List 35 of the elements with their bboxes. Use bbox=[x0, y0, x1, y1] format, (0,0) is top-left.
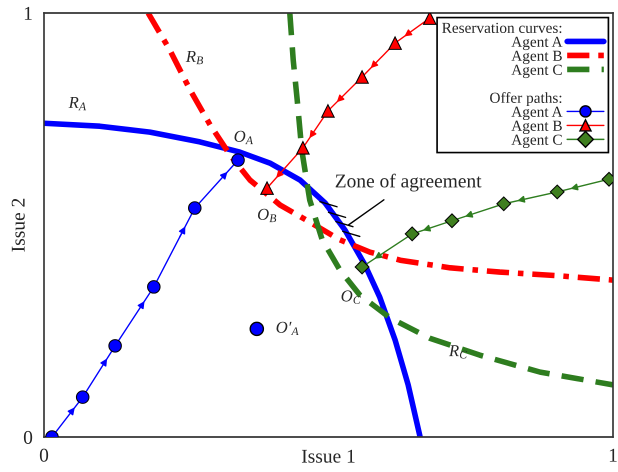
y-axis-title: Issue 2 bbox=[12, 198, 25, 252]
point bbox=[321, 104, 335, 118]
point bbox=[250, 322, 264, 336]
annotation: Zone of agreement bbox=[336, 174, 482, 192]
legend-label: Agent A bbox=[511, 36, 562, 50]
point bbox=[423, 13, 437, 25]
annotation: O′$_{A}$ bbox=[276, 322, 299, 336]
point bbox=[260, 181, 274, 195]
point bbox=[496, 196, 512, 212]
legend-label: Agent A bbox=[511, 106, 562, 120]
point bbox=[550, 184, 565, 200]
x-axis-title: Issue 1 bbox=[302, 450, 355, 463]
point bbox=[388, 36, 402, 50]
point bbox=[296, 141, 310, 155]
annotation: O$_{C}$ bbox=[342, 290, 361, 304]
annotation: O$_{A}$ bbox=[234, 130, 254, 144]
annotation: R$_{B}$ bbox=[186, 50, 204, 64]
legend-label: Agent B bbox=[511, 50, 562, 64]
point bbox=[147, 280, 161, 294]
annotation: O$_{B}$ bbox=[258, 208, 276, 222]
point bbox=[355, 70, 369, 84]
point bbox=[444, 213, 460, 228]
point bbox=[404, 226, 420, 242]
point bbox=[108, 339, 122, 353]
legend-label: Agent C bbox=[511, 64, 562, 78]
annotation: R$_{C}$ bbox=[448, 345, 468, 359]
legend-label: Agent B bbox=[511, 120, 562, 134]
legend-title: Reservation curves: bbox=[442, 22, 562, 34]
legend-label: Agent C bbox=[511, 134, 562, 148]
annotation: Offer paths: bbox=[490, 92, 562, 106]
point bbox=[76, 390, 90, 404]
annotation: R$_{A}$ bbox=[68, 96, 86, 110]
point bbox=[354, 260, 370, 274]
point bbox=[231, 153, 245, 167]
point bbox=[188, 201, 202, 215]
